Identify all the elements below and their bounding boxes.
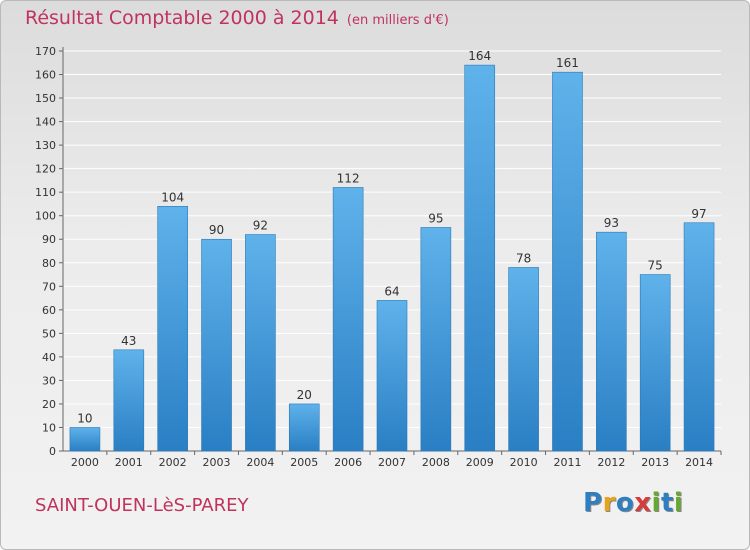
data-label: 75 [648,259,663,273]
y-tick-label: 160 [35,69,56,82]
bar [332,187,364,452]
x-tick-label: 2011 [553,456,581,469]
logo-letter: t [660,488,674,518]
x-tick-label: 2006 [334,456,362,469]
y-tick-label: 130 [35,139,56,152]
commune-name: SAINT-OUEN-LèS-PAREY [35,495,249,516]
x-tick-label: 2001 [115,456,143,469]
y-tick-label: 10 [42,421,56,434]
logo-letter: P [583,488,603,518]
logo-letter: i [673,488,684,518]
x-tick-label: 2005 [290,456,318,469]
bar [552,71,583,452]
x-tick-label: 2007 [378,456,406,469]
y-tick-label: 90 [42,233,56,246]
y-tick-label: 20 [42,398,56,411]
y-tick-label: 100 [35,210,56,223]
y-tick-label: 50 [42,327,56,340]
y-tick-label: 70 [42,280,56,293]
data-label: 10 [77,411,92,425]
x-tick-label: 2010 [510,456,538,469]
logo-letter: i [651,488,661,518]
bar [157,205,188,452]
data-label: 95 [428,211,443,225]
y-tick-label: 80 [42,257,56,270]
data-label: 43 [121,334,136,348]
logo-letter: x [634,488,652,518]
x-tick-label: 2014 [685,456,713,469]
data-label: 93 [604,216,619,230]
logo-letter: o [615,488,635,518]
label-layer: 10 43 104 90 92 20 112 64 95 164 78 161 93 75 97 [77,49,706,425]
data-label: 92 [253,219,268,233]
data-label: 161 [556,56,579,70]
data-label: 97 [691,207,706,221]
bar [464,64,496,452]
data-label: 112 [337,171,360,185]
x-tick-label: 2004 [246,456,274,469]
x-tick-label: 2009 [466,456,494,469]
x-tick-label: 2013 [641,456,669,469]
bar-layer [69,64,715,452]
chart-subtitle: (en milliers d'€) [346,13,449,28]
x-tick-label: 2012 [597,456,625,469]
data-label: 90 [209,223,224,237]
y-tick-label: 30 [42,374,56,387]
bar [508,267,539,452]
y-tick-label: 60 [42,304,56,317]
bar [639,274,671,452]
bar [288,403,320,452]
y-tick-label: 140 [35,116,56,129]
bar [113,349,145,452]
y-tick-label: 110 [35,186,56,199]
bar [376,300,408,452]
y-tick-label: 150 [35,92,56,105]
bar [69,427,101,452]
logo-letter: r [602,488,616,518]
bar [201,238,232,452]
data-label: 104 [161,190,184,204]
bar [245,234,276,452]
proxiti-logo[interactable]: Proxiti [583,488,683,518]
data-label: 20 [297,388,312,402]
data-label: 64 [384,284,399,298]
data-label: 164 [468,49,491,63]
y-tick-label: 120 [35,163,56,176]
y-tick-label: 40 [42,351,56,364]
x-tick-label: 2000 [71,456,99,469]
x-tick-label: 2003 [203,456,231,469]
bar [683,222,715,452]
chart-title: Résultat Comptable 2000 à 2014 (en millie… [25,7,449,29]
y-tick-label: 0 [49,445,56,458]
x-tick-label: 2008 [422,456,450,469]
data-label: 78 [516,251,531,265]
y-tick-label: 170 [35,45,56,58]
bar [420,227,452,452]
bar [596,231,627,452]
x-tick-label: 2002 [159,456,187,469]
